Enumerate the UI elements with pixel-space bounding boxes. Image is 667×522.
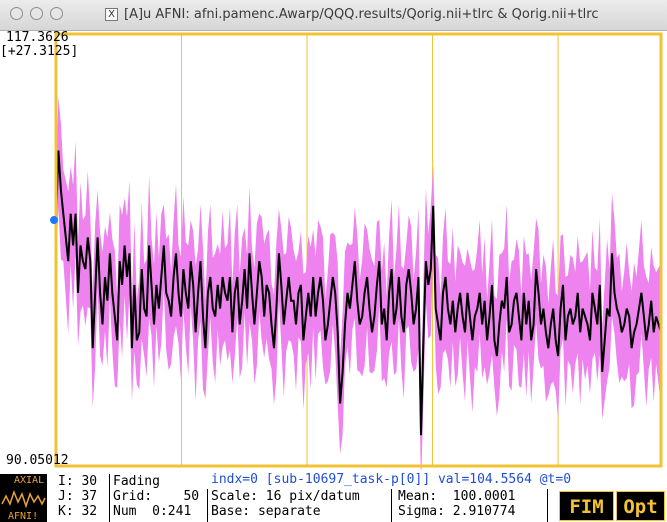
sigma-readout: Sigma: 2.910774 [398,504,516,519]
fading-label: Fading [113,474,160,489]
thumbnail-top-label: AXIAL [14,475,45,486]
divider [391,489,392,522]
index-readout: indx=0 [sub-10697_task-p[0]] val=104.556… [211,472,572,487]
fim-button[interactable]: FIM [559,491,614,521]
window-title: [A]u AFNI: afni.pamenc.Awarp/QQQ.results… [124,7,599,22]
opt-button[interactable]: Opt [616,491,665,521]
series-line [55,150,662,436]
status-area [0,470,667,522]
divider [109,474,110,522]
current-time-marker [50,216,58,225]
y-range-label: [+27.3125] [0,44,79,59]
mean-readout: Mean: 100.0001 [398,489,516,504]
j-coord: J: 37 [58,489,98,504]
thumbnail-wave-icon [1,489,46,509]
time-series-graph[interactable] [0,0,667,470]
close-window-button[interactable] [10,7,23,20]
num-readout: Num 0:241 [113,504,192,519]
axial-thumbnail[interactable]: AXIAL AFNI! [0,474,47,522]
window-titlebar: X [A]u AFNI: afni.pamenc.Awarp/QQQ.resul… [0,0,667,31]
zoom-window-button[interactable] [50,7,63,20]
scale-readout: Scale: 16 pix/datum [211,489,360,504]
y-top-label: 117.3626 [6,30,69,45]
graph-frame [54,32,663,468]
divider [547,489,548,522]
x11-app-icon: X [105,8,118,21]
thumbnail-bottom-label: AFNI! [8,511,39,522]
divider [207,489,208,522]
series-band [56,96,661,470]
k-coord: K: 32 [58,504,98,519]
base-readout: Base: separate [211,504,321,519]
minimize-window-button[interactable] [30,7,43,20]
grid-readout: Grid: 50 [113,489,200,504]
y-bottom-label: 90.05012 [6,453,69,468]
i-coord: I: 30 [58,474,98,489]
